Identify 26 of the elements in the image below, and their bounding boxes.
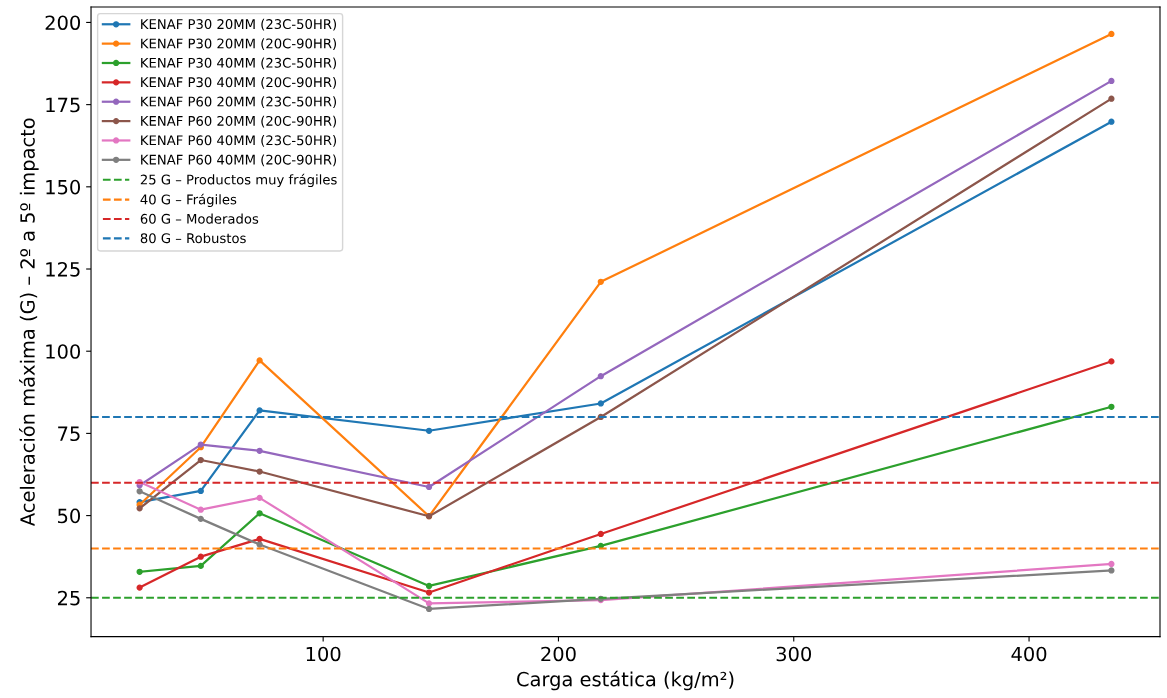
y-axis-title: Aceleración máxima (G) – 2º a 5º impacto (19, 118, 39, 527)
legend-label: KENAF P30 40MM (20C-90HR) (141, 76, 337, 89)
y-tick-label: 125 (46, 261, 80, 277)
y-tick-label: 200 (45, 15, 81, 31)
x-axis-title: Carga estática (kg/m²) (517, 670, 734, 691)
y-tick-label: 100 (46, 344, 81, 359)
legend-label: KENAF P60 40MM (20C-90HR) (141, 154, 337, 167)
y-tick-label: 25 (57, 590, 80, 606)
legend-label: KENAF P30 20MM (20C-90HR) (141, 38, 337, 50)
legend-label: KENAF P60 20MM (23C-50HR) (141, 96, 337, 109)
y-tick-label: 175 (46, 97, 80, 113)
x-tick-label: 100 (306, 646, 341, 662)
x-tick-label: 300 (776, 646, 812, 662)
legend-label: 80 G – Robustos (140, 232, 246, 244)
x-tick-label: 400 (1011, 646, 1047, 662)
legend-label: KENAF P60 40MM (23C-50HR) (141, 135, 337, 147)
x-tick-label: 200 (541, 646, 576, 662)
legend-label: KENAF P60 20MM (20C-90HR) (141, 115, 337, 128)
legend-label: 60 G – Moderados (140, 213, 259, 224)
y-tick-label: 75 (58, 426, 80, 442)
y-tick-label: 150 (46, 179, 81, 195)
legend-label: KENAF P30 20MM (23C-50HR) (141, 18, 337, 31)
y-tick-label: 50 (58, 508, 81, 524)
legend-label: KENAF P30 40MM (23C-50HR) (141, 57, 337, 70)
legend-label: 25 G – Productos muy frágiles (140, 173, 337, 188)
legend-label: 40 G – Frágiles (140, 193, 237, 207)
